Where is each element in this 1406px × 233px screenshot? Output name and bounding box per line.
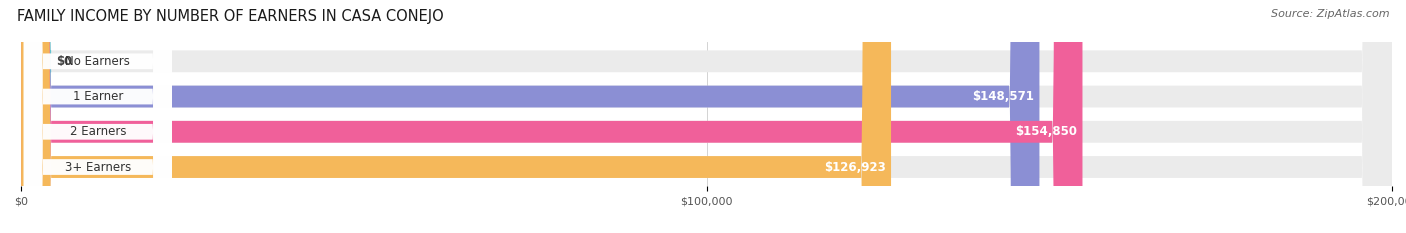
FancyBboxPatch shape [21,0,891,233]
FancyBboxPatch shape [15,0,51,233]
FancyBboxPatch shape [21,0,1392,233]
Text: FAMILY INCOME BY NUMBER OF EARNERS IN CASA CONEJO: FAMILY INCOME BY NUMBER OF EARNERS IN CA… [17,9,444,24]
FancyBboxPatch shape [24,0,172,233]
FancyBboxPatch shape [21,0,1083,233]
Text: $0: $0 [56,55,72,68]
FancyBboxPatch shape [21,0,1392,233]
FancyBboxPatch shape [24,0,172,233]
Text: $154,850: $154,850 [1015,125,1077,138]
Text: 3+ Earners: 3+ Earners [65,161,131,174]
Text: Source: ZipAtlas.com: Source: ZipAtlas.com [1271,9,1389,19]
Text: No Earners: No Earners [66,55,131,68]
Text: 2 Earners: 2 Earners [70,125,127,138]
FancyBboxPatch shape [21,0,1392,233]
Text: $148,571: $148,571 [972,90,1033,103]
Text: $126,923: $126,923 [824,161,886,174]
FancyBboxPatch shape [24,0,172,233]
FancyBboxPatch shape [24,0,172,233]
Text: 1 Earner: 1 Earner [73,90,124,103]
FancyBboxPatch shape [21,0,1392,233]
FancyBboxPatch shape [21,0,1039,233]
